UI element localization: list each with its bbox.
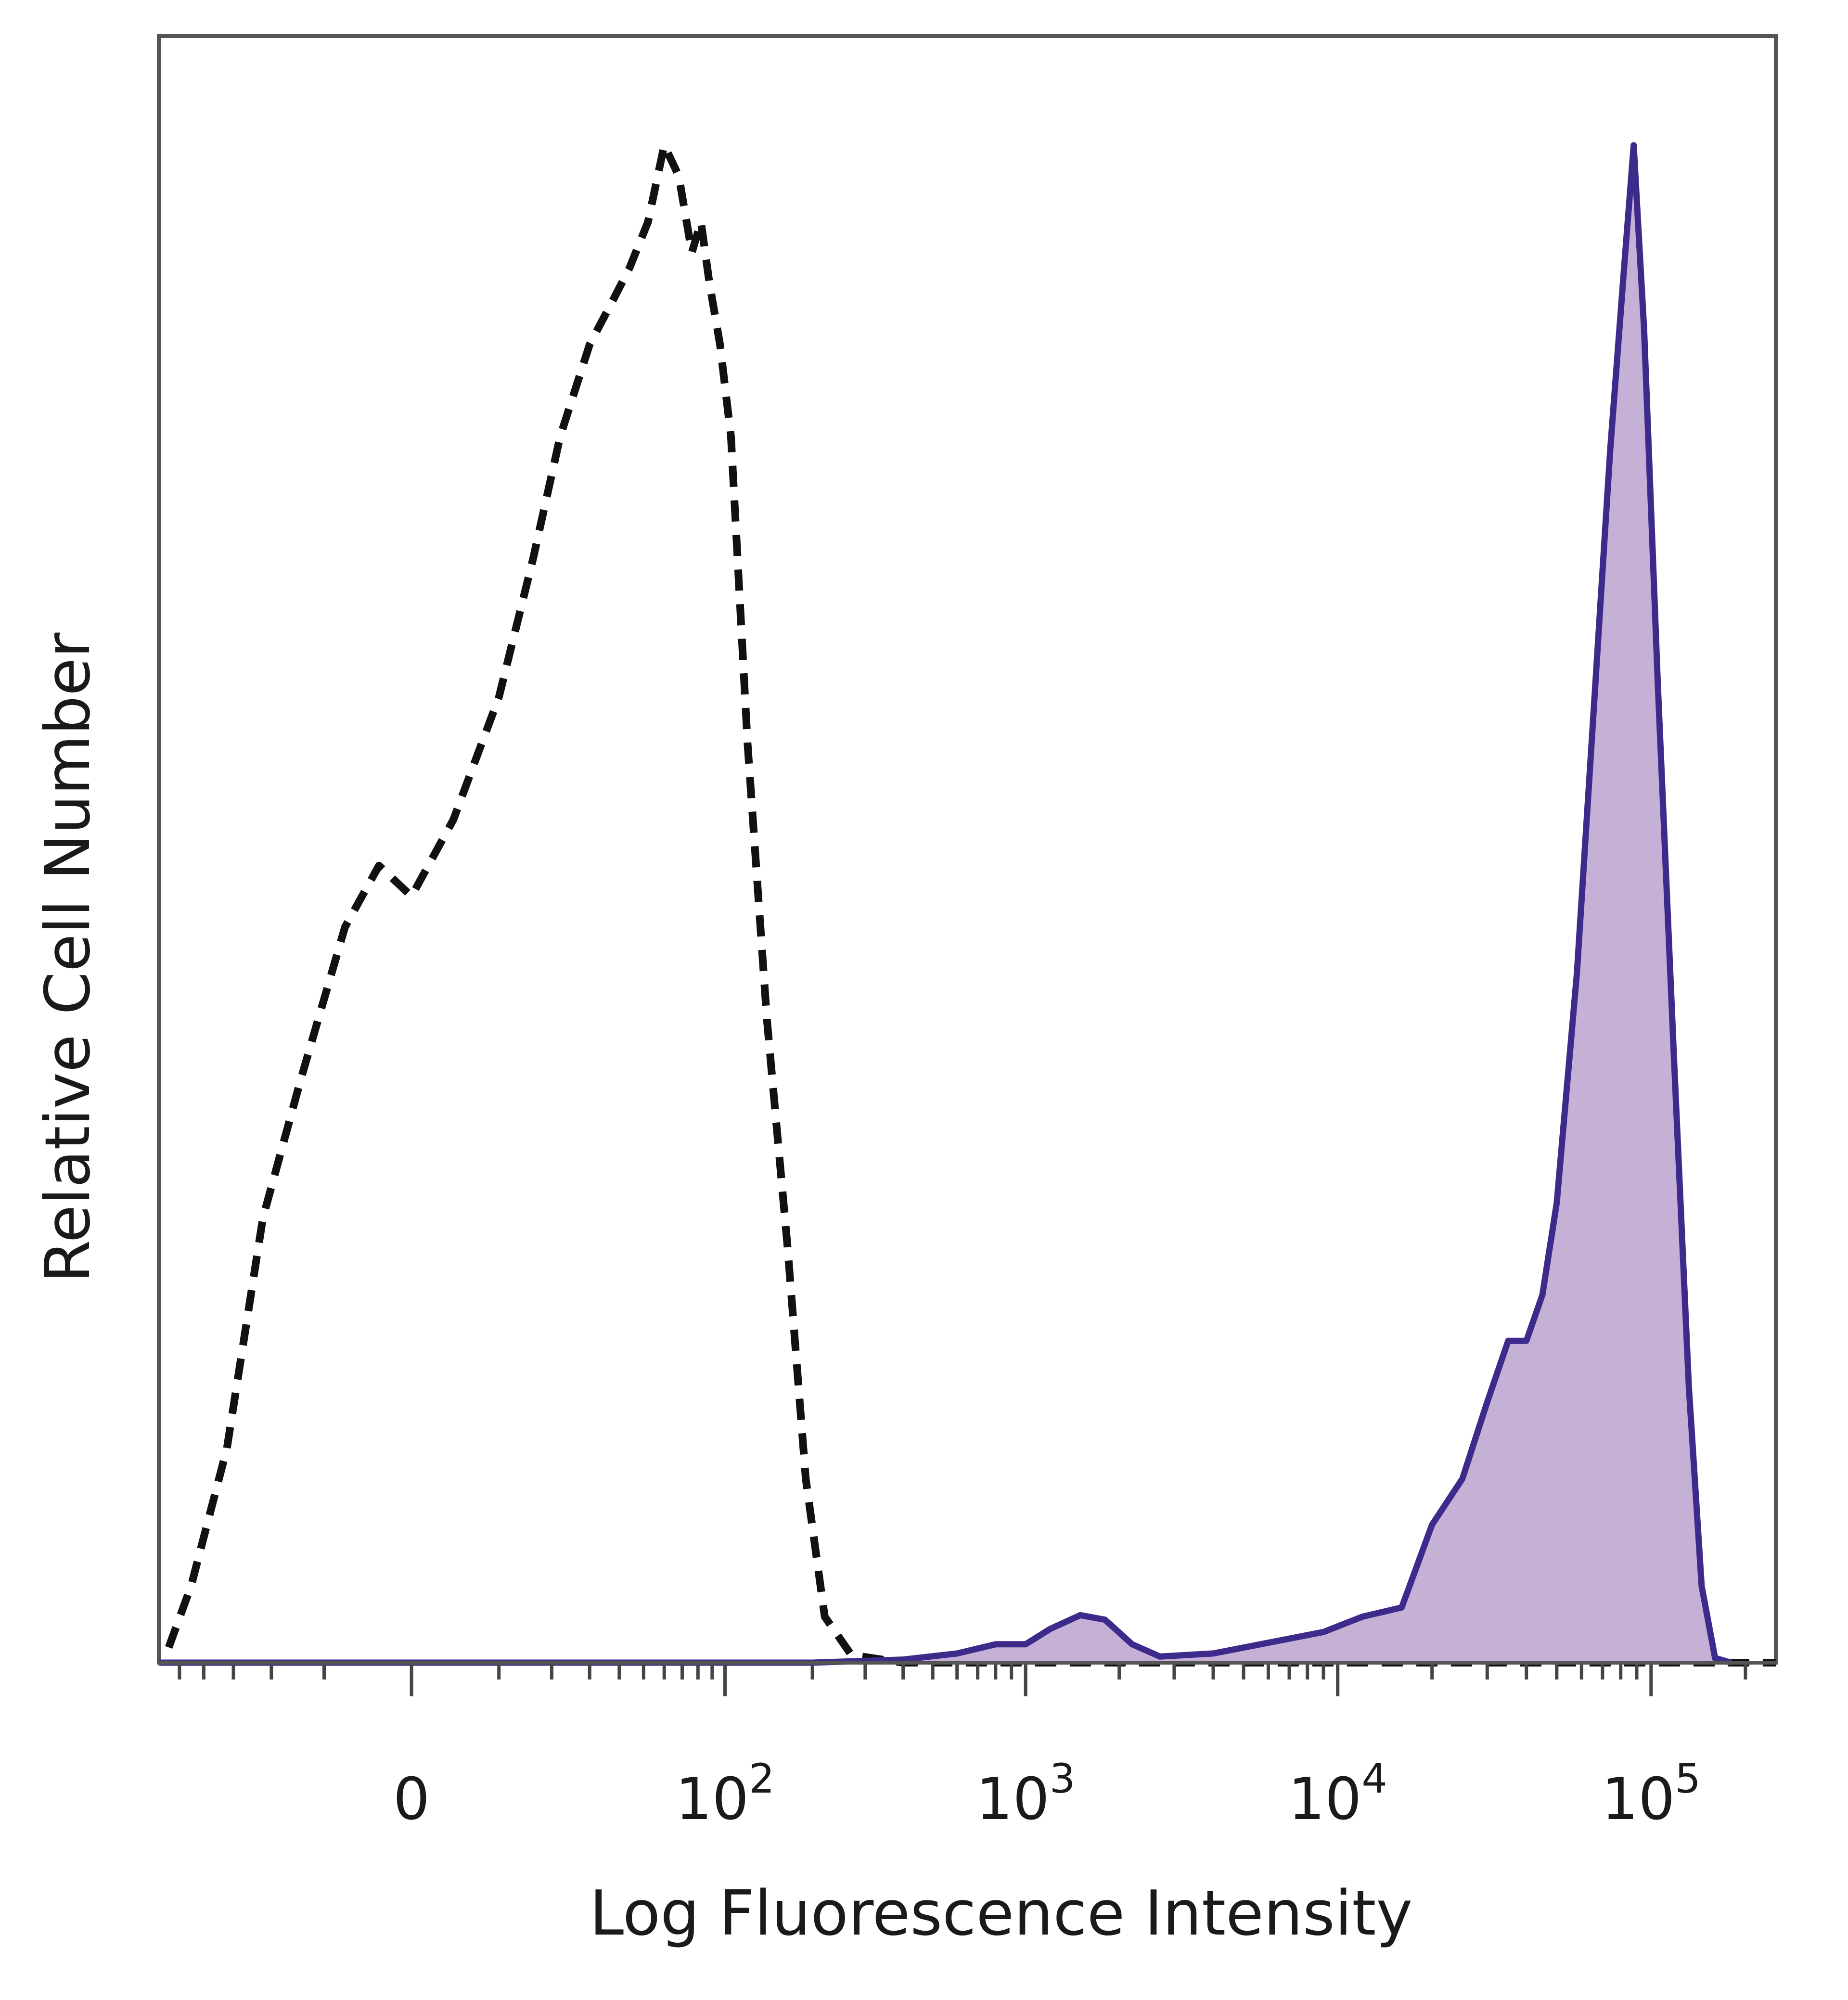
x-tick-label-4-base: 10 xyxy=(1602,1766,1675,1833)
x-tick-label-1: 102 xyxy=(675,1755,774,1833)
x-tick-label-0: 0 xyxy=(393,1766,430,1833)
x-tick-label-2-exponent: 3 xyxy=(1050,1755,1075,1802)
series-1-line xyxy=(159,142,1732,1666)
x-axis-title: Log Fluorescence Intensity xyxy=(590,1878,1412,1949)
x-tick-label-3-exponent: 4 xyxy=(1361,1755,1387,1802)
x-tick-label-1-base: 10 xyxy=(675,1766,749,1833)
x-tick-label-2: 103 xyxy=(976,1755,1075,1833)
x-tick-label-1-exponent: 2 xyxy=(749,1755,774,1802)
x-axis-ticks: 0 102 103 104 105 xyxy=(178,1663,1747,1833)
x-tick-label-3-base: 10 xyxy=(1288,1766,1362,1833)
x-tick-label-3: 104 xyxy=(1288,1755,1387,1833)
series-1-fill xyxy=(159,145,1732,1663)
x-tick-label-0-base: 0 xyxy=(393,1766,430,1833)
series-layer xyxy=(159,141,1776,1667)
x-tick-label-4: 105 xyxy=(1602,1755,1701,1833)
x-tick-label-4-exponent: 5 xyxy=(1675,1755,1700,1802)
x-tick-label-2-base: 10 xyxy=(976,1766,1050,1833)
series-0-line xyxy=(165,141,1776,1667)
y-axis-title: Relative Cell Number xyxy=(32,632,104,1282)
